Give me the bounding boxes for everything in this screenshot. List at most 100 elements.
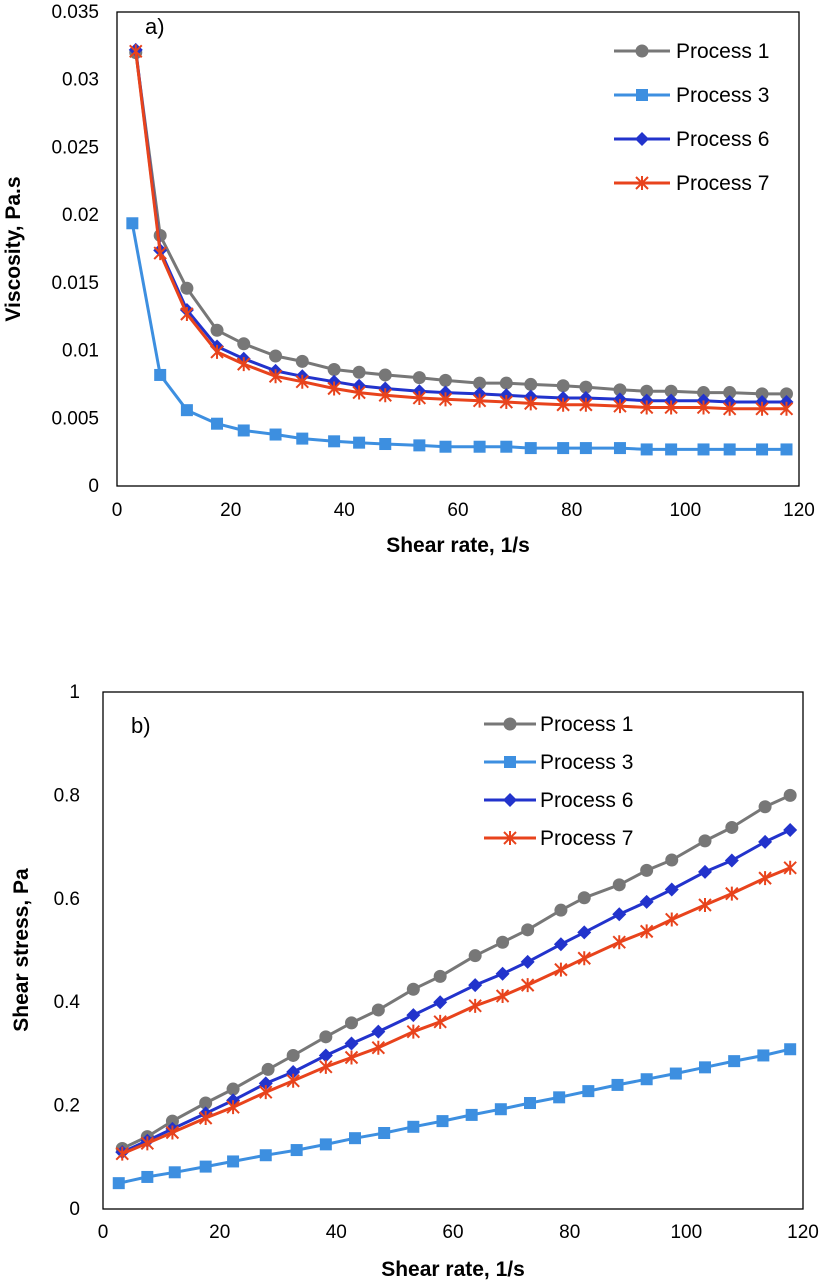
data-point-circle (269, 349, 283, 363)
series-process-7 (115, 860, 797, 1161)
data-point-circle (237, 337, 251, 351)
data-point-diamond (344, 1036, 359, 1051)
legend-label: Process 1 (676, 40, 769, 63)
data-point-circle (165, 1114, 179, 1128)
legend-marker-star (635, 176, 649, 190)
x-tick-label: 40 (326, 1222, 347, 1243)
series-group (112, 788, 798, 1190)
data-point-circle (345, 1016, 358, 1030)
data-point-circle (698, 834, 712, 848)
data-point-square (500, 440, 513, 453)
series-process-1 (115, 788, 797, 1156)
data-point-star (520, 978, 535, 993)
y-axis-ticks: 0 0.2 0.4 0.6 0.8 1 (54, 682, 81, 1220)
legend-marker-square (636, 89, 648, 101)
data-point-star (378, 388, 392, 403)
legend-marker-circle (635, 44, 649, 58)
x-axis-title: Shear rate, 1/s (381, 1258, 525, 1281)
y-tick-label: 0.6 (54, 889, 80, 910)
data-point-circle (524, 377, 538, 391)
x-tick-label: 0 (98, 1222, 109, 1243)
data-point-square (259, 1149, 272, 1162)
y-tick-label: 0.025 (51, 137, 99, 158)
legend-entry-process-7: Process 7 (614, 172, 769, 195)
data-point-square (697, 443, 710, 456)
x-tick-label: 120 (787, 1222, 819, 1243)
legend-marker-circle (503, 717, 517, 731)
data-point-circle (378, 368, 392, 382)
x-tick-label: 40 (334, 500, 355, 521)
y-tick-label: 1 (69, 682, 80, 703)
data-point-star (268, 369, 283, 384)
data-point-diamond (318, 1048, 333, 1063)
data-point-circle (723, 386, 737, 400)
data-point-circle (783, 788, 797, 802)
y-tick-label: 0.8 (54, 785, 80, 806)
data-point-diamond (664, 882, 679, 897)
data-point-square (112, 1177, 125, 1190)
data-point-star (406, 1024, 421, 1039)
data-point-square (269, 428, 282, 441)
legend-label: Process 3 (676, 84, 769, 107)
data-point-circle (286, 1048, 300, 1062)
data-point-square (699, 1061, 711, 1074)
data-point-star (556, 397, 570, 412)
data-point-square (665, 443, 678, 456)
x-tick-label: 80 (559, 1222, 580, 1243)
series-process-7 (129, 44, 794, 416)
data-point-diamond (371, 1024, 386, 1039)
data-point-star (115, 1146, 129, 1161)
y-axis-ticks: 0 0.005 0.01 0.015 0.02 0.025 0.03 0.035 (51, 2, 99, 497)
data-point-star (472, 393, 487, 408)
data-point-circle (496, 935, 510, 949)
legend-entry-process-6: Process 6 (484, 789, 633, 812)
data-point-circle (438, 373, 452, 387)
data-point-circle (779, 387, 793, 401)
data-point-circle (352, 365, 366, 379)
panel-label: b) (131, 713, 151, 738)
data-point-diamond (698, 864, 712, 879)
data-point-square (780, 443, 793, 456)
data-point-diamond (468, 978, 483, 993)
x-tick-label: 20 (220, 500, 241, 521)
data-point-star (433, 1014, 447, 1029)
data-point-diamond (577, 925, 592, 940)
data-point-square (579, 442, 592, 455)
x-axis-title: Shear rate, 1/s (386, 534, 530, 557)
panel-label: a) (145, 14, 165, 39)
legend-label: Process 7 (676, 172, 769, 195)
data-point-diamond (286, 1064, 301, 1079)
data-point-star (286, 1073, 300, 1088)
data-point-star (468, 998, 482, 1013)
y-axis-title: Viscosity, Pa.s (2, 176, 25, 321)
y-tick-label: 0.03 (62, 70, 99, 91)
data-point-star (210, 344, 224, 359)
data-point-diamond (258, 1076, 273, 1091)
y-tick-label: 0.015 (51, 273, 99, 294)
data-point-circle (725, 820, 739, 834)
data-point-star (664, 400, 678, 415)
data-point-square (640, 1073, 653, 1086)
series-line (121, 828, 791, 1154)
data-point-diamond (758, 834, 773, 849)
shear-stress-chart: 0 20 40 60 80 100 120 0 0.2 0.4 0.6 0.8 … (10, 682, 819, 1281)
data-point-star (579, 397, 593, 412)
data-point-diamond (783, 823, 798, 838)
data-point-square (669, 1067, 682, 1080)
data-point-circle (210, 323, 224, 337)
data-point-circle (261, 1062, 275, 1076)
data-point-star (198, 1111, 213, 1126)
data-point-square (757, 1049, 770, 1062)
data-point-square (553, 1091, 566, 1104)
data-point-circle (226, 1082, 240, 1096)
data-point-star (153, 246, 167, 261)
data-point-circle (295, 354, 309, 368)
data-point-diamond (612, 907, 627, 922)
data-point-circle (640, 384, 654, 398)
data-point-star (722, 401, 737, 416)
data-point-square (237, 424, 250, 437)
data-point-diamond (639, 894, 654, 909)
x-tick-label: 20 (209, 1222, 230, 1243)
y-tick-label: 0.01 (62, 341, 99, 362)
